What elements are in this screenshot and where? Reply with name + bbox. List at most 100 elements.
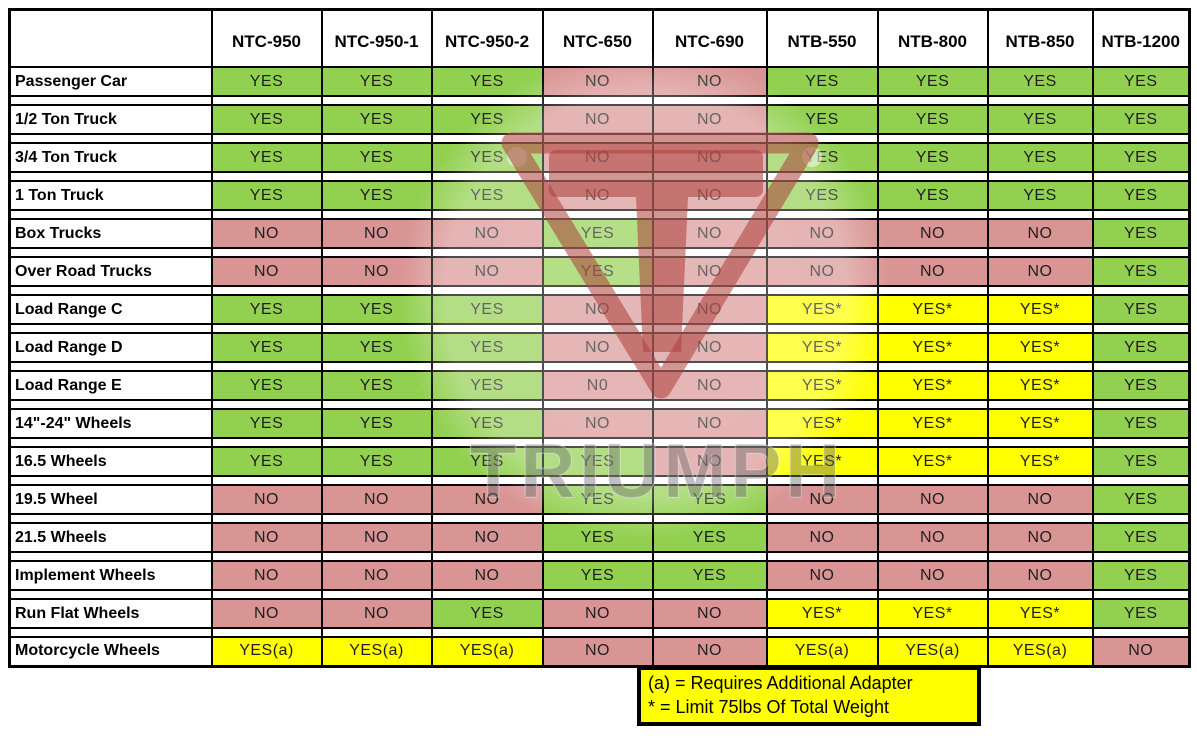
- spacer-cell: [210, 324, 323, 333]
- spacer-row: [8, 552, 1191, 561]
- spacer-cell: [210, 248, 323, 257]
- table-row: Implement Wheels NO NO NO YES YES NO NO NO YES: [8, 560, 1191, 591]
- spacer-cell: [430, 248, 544, 257]
- spacer-cell: [1091, 400, 1191, 409]
- footnote-weight-note: * = Limit 75lbs Of Total Weight: [648, 696, 889, 717]
- value-cell: NO: [651, 332, 768, 363]
- row-label-cell: Implement Wheels: [8, 560, 213, 591]
- table-row: Over Road Trucks NO NO NO YES NO NO NO NO YES: [8, 256, 1191, 287]
- spacer-cell: [1091, 514, 1191, 523]
- value-cell: NO: [651, 294, 768, 325]
- table-row: Passenger Car YES YES YES NO NO YES YES YES YES: [8, 66, 1191, 97]
- value-cell: YES*: [986, 446, 1094, 477]
- spacer-cell: [541, 628, 654, 637]
- value-cell: YES: [541, 522, 654, 553]
- spacer-cell: [430, 476, 544, 485]
- row-label-cell: Motorcycle Wheels: [8, 636, 213, 667]
- table-row: Load Range D YES YES YES NO NO YES* YES* YES* YES: [8, 332, 1191, 363]
- spacer-cell: [986, 552, 1094, 561]
- value-cell: NO: [541, 598, 654, 629]
- value-cell: YES: [1091, 180, 1191, 211]
- value-cell: NO: [986, 256, 1094, 287]
- spacer-cell: [876, 286, 989, 295]
- value-cell: YES: [430, 66, 544, 97]
- value-cell: NO: [541, 66, 654, 97]
- value-cell: YES(a): [986, 636, 1094, 667]
- spacer-cell: [541, 134, 654, 143]
- value-cell: YES: [430, 408, 544, 439]
- row-label-cell: 16.5 Wheels: [8, 446, 213, 477]
- spacer-cell: [765, 96, 879, 105]
- spacer-cell: [1091, 628, 1191, 637]
- value-cell: YES: [320, 408, 433, 439]
- table-row: Run Flat Wheels NO NO YES NO NO YES* YES* YES* YE…: [8, 598, 1191, 629]
- spacer-cell: [651, 248, 768, 257]
- value-cell: YES: [430, 294, 544, 325]
- value-cell: YES: [765, 142, 879, 173]
- spacer-cell: [541, 96, 654, 105]
- value-cell: YES: [430, 598, 544, 629]
- value-cell: YES: [986, 180, 1094, 211]
- spacer-row: [8, 172, 1191, 181]
- corner-cell: [8, 8, 213, 68]
- row-label-cell: 19.5 Wheel: [8, 484, 213, 515]
- spacer-cell: [1091, 96, 1191, 105]
- value-cell: YES: [541, 560, 654, 591]
- value-cell: YES*: [986, 332, 1094, 363]
- spacer-cell: [1091, 552, 1191, 561]
- value-cell: YES*: [765, 370, 879, 401]
- value-cell: YES: [541, 446, 654, 477]
- spacer-cell: [1091, 134, 1191, 143]
- spacer-row: [8, 400, 1191, 409]
- value-cell: NO: [320, 256, 433, 287]
- spacer-cell: [651, 514, 768, 523]
- spacer-cell: [651, 590, 768, 599]
- value-cell: YES: [876, 66, 989, 97]
- spacer-cell: [8, 476, 213, 485]
- value-cell: YES*: [765, 408, 879, 439]
- spacer-cell: [210, 172, 323, 181]
- value-cell: YES: [986, 66, 1094, 97]
- value-cell: NO: [1091, 636, 1191, 667]
- spacer-cell: [8, 552, 213, 561]
- spacer-cell: [765, 210, 879, 219]
- spacer-cell: [8, 438, 213, 447]
- spacer-cell: [430, 514, 544, 523]
- value-cell: NO: [210, 218, 323, 249]
- value-cell: NO: [986, 522, 1094, 553]
- row-label-cell: 1 Ton Truck: [8, 180, 213, 211]
- value-cell: YES(a): [765, 636, 879, 667]
- row-label-cell: Over Road Trucks: [8, 256, 213, 287]
- spacer-cell: [651, 552, 768, 561]
- spacer-cell: [430, 324, 544, 333]
- spacer-cell: [320, 96, 433, 105]
- spacer-cell: [765, 590, 879, 599]
- value-cell: NO: [876, 256, 989, 287]
- value-cell: YES: [986, 104, 1094, 135]
- value-cell: YES: [210, 180, 323, 211]
- value-cell: YES(a): [430, 636, 544, 667]
- value-cell: YES: [430, 446, 544, 477]
- spacer-cell: [765, 172, 879, 181]
- spacer-cell: [765, 248, 879, 257]
- value-cell: YES: [320, 142, 433, 173]
- spacer-cell: [765, 514, 879, 523]
- value-cell: NO: [541, 142, 654, 173]
- value-cell: YES: [1091, 218, 1191, 249]
- spacer-cell: [320, 248, 433, 257]
- value-cell: NO: [651, 66, 768, 97]
- spacer-cell: [876, 248, 989, 257]
- value-cell: NO: [320, 560, 433, 591]
- value-cell: NO: [765, 522, 879, 553]
- spacer-cell: [986, 324, 1094, 333]
- spacer-cell: [320, 210, 433, 219]
- spacer-cell: [651, 362, 768, 371]
- value-cell: NO: [210, 484, 323, 515]
- spacer-cell: [1091, 248, 1191, 257]
- spacer-cell: [320, 514, 433, 523]
- spacer-cell: [210, 400, 323, 409]
- spacer-cell: [651, 210, 768, 219]
- spacer-cell: [876, 590, 989, 599]
- value-cell: YES: [1091, 256, 1191, 287]
- value-cell: YES*: [986, 294, 1094, 325]
